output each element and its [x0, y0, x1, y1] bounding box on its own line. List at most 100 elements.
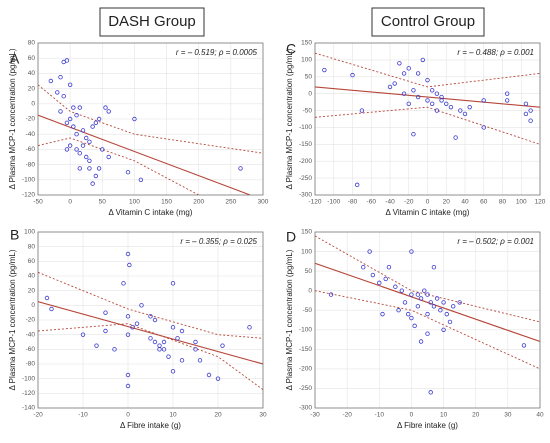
point	[125, 314, 131, 319]
point	[399, 288, 404, 293]
y-axis-label: Δ Plasma MCP-1 concentration (pg/mL)	[8, 48, 17, 189]
y-tick-label: -100	[22, 177, 35, 184]
x-tick-label: -80	[348, 199, 358, 206]
confidence-band	[315, 235, 540, 323]
y-tick-label: -80	[26, 161, 36, 168]
point	[528, 118, 533, 123]
confidence-band	[315, 52, 540, 88]
point	[125, 169, 131, 175]
y-tick-label: -200	[299, 158, 312, 165]
y-tick-label: -150	[299, 141, 312, 148]
point	[387, 84, 393, 90]
point	[383, 276, 388, 282]
point	[370, 272, 376, 278]
x-tick-label: -60	[367, 199, 377, 206]
point	[121, 281, 126, 286]
y-tick-label: 80	[28, 243, 36, 250]
point	[431, 304, 437, 309]
point	[396, 308, 401, 313]
point	[148, 336, 153, 341]
point	[96, 116, 102, 122]
x-tick-label: 30	[504, 412, 512, 419]
panel-label: B	[10, 227, 19, 243]
y-tick-label: -100	[299, 124, 312, 131]
annotation: r = – 0.488; ρ = 0.001	[457, 48, 534, 57]
point	[80, 128, 86, 133]
y-tick-label: 60	[28, 55, 36, 62]
x-tick-label: 120	[535, 199, 546, 206]
y-tick-label: 0	[308, 90, 312, 97]
point	[215, 376, 221, 381]
point	[386, 265, 392, 270]
point	[152, 317, 158, 323]
point	[415, 304, 421, 309]
point	[132, 116, 137, 122]
point	[170, 325, 176, 330]
point	[77, 150, 82, 156]
y-tick-label: -250	[299, 385, 312, 392]
point	[411, 131, 416, 137]
x-tick-label: -20	[33, 412, 43, 419]
confidence-band	[38, 271, 263, 339]
point	[425, 331, 430, 336]
point	[528, 108, 533, 113]
x-axis-label: Δ Vitamin C intake (mg)	[109, 208, 193, 217]
y-tick-label: -100	[299, 326, 312, 333]
point	[458, 108, 463, 113]
x-tick-label: 40	[536, 412, 544, 419]
point	[418, 339, 424, 344]
plot-area	[38, 251, 263, 391]
header: Control Group	[381, 13, 475, 30]
point	[418, 296, 424, 301]
point	[481, 125, 486, 130]
plot-area	[315, 235, 540, 395]
plot-frame	[37, 42, 264, 196]
y-tick-label: -120	[22, 192, 35, 199]
y-tick-label: 100	[24, 229, 35, 236]
point	[161, 339, 167, 345]
point	[457, 300, 462, 305]
y-tick-label: 50	[305, 73, 313, 80]
panel-label: D	[286, 229, 296, 245]
y-tick-label: 150	[301, 40, 312, 47]
point	[74, 131, 79, 137]
point	[415, 94, 421, 100]
point	[103, 105, 108, 110]
point	[434, 108, 440, 113]
y-tick-label: 100	[301, 248, 312, 255]
point	[359, 108, 365, 113]
point	[393, 284, 398, 289]
point	[448, 104, 454, 110]
point	[428, 390, 433, 395]
point	[425, 98, 430, 103]
fit-line	[315, 86, 540, 108]
y-tick-label: 80	[28, 40, 36, 47]
point	[402, 300, 408, 305]
y-tick-label: 40	[28, 70, 36, 77]
point	[328, 292, 334, 297]
confidence-band	[315, 106, 540, 145]
x-tick-label: 50	[99, 199, 107, 206]
x-axis-label: Δ Vitamin C intake (mg)	[386, 208, 470, 217]
y-tick-label: 100	[301, 57, 312, 64]
point	[354, 182, 360, 188]
point	[401, 91, 407, 96]
y-tick-label: 150	[301, 229, 312, 236]
point	[125, 372, 131, 378]
x-tick-label: 20	[472, 412, 480, 419]
point	[397, 61, 402, 66]
confidence-band	[38, 84, 263, 154]
x-tick-label: 10	[440, 412, 448, 419]
y-tick-label: 0	[308, 287, 312, 294]
point	[415, 71, 421, 76]
point	[48, 78, 54, 84]
point	[94, 343, 99, 348]
point	[58, 74, 63, 80]
point	[409, 249, 414, 254]
y-tick-label: -40	[26, 331, 36, 338]
point	[74, 147, 79, 152]
x-tick-label: -20	[404, 199, 414, 206]
plot-frame	[314, 42, 541, 196]
point	[425, 311, 430, 317]
x-tick-label: 80	[499, 199, 507, 206]
